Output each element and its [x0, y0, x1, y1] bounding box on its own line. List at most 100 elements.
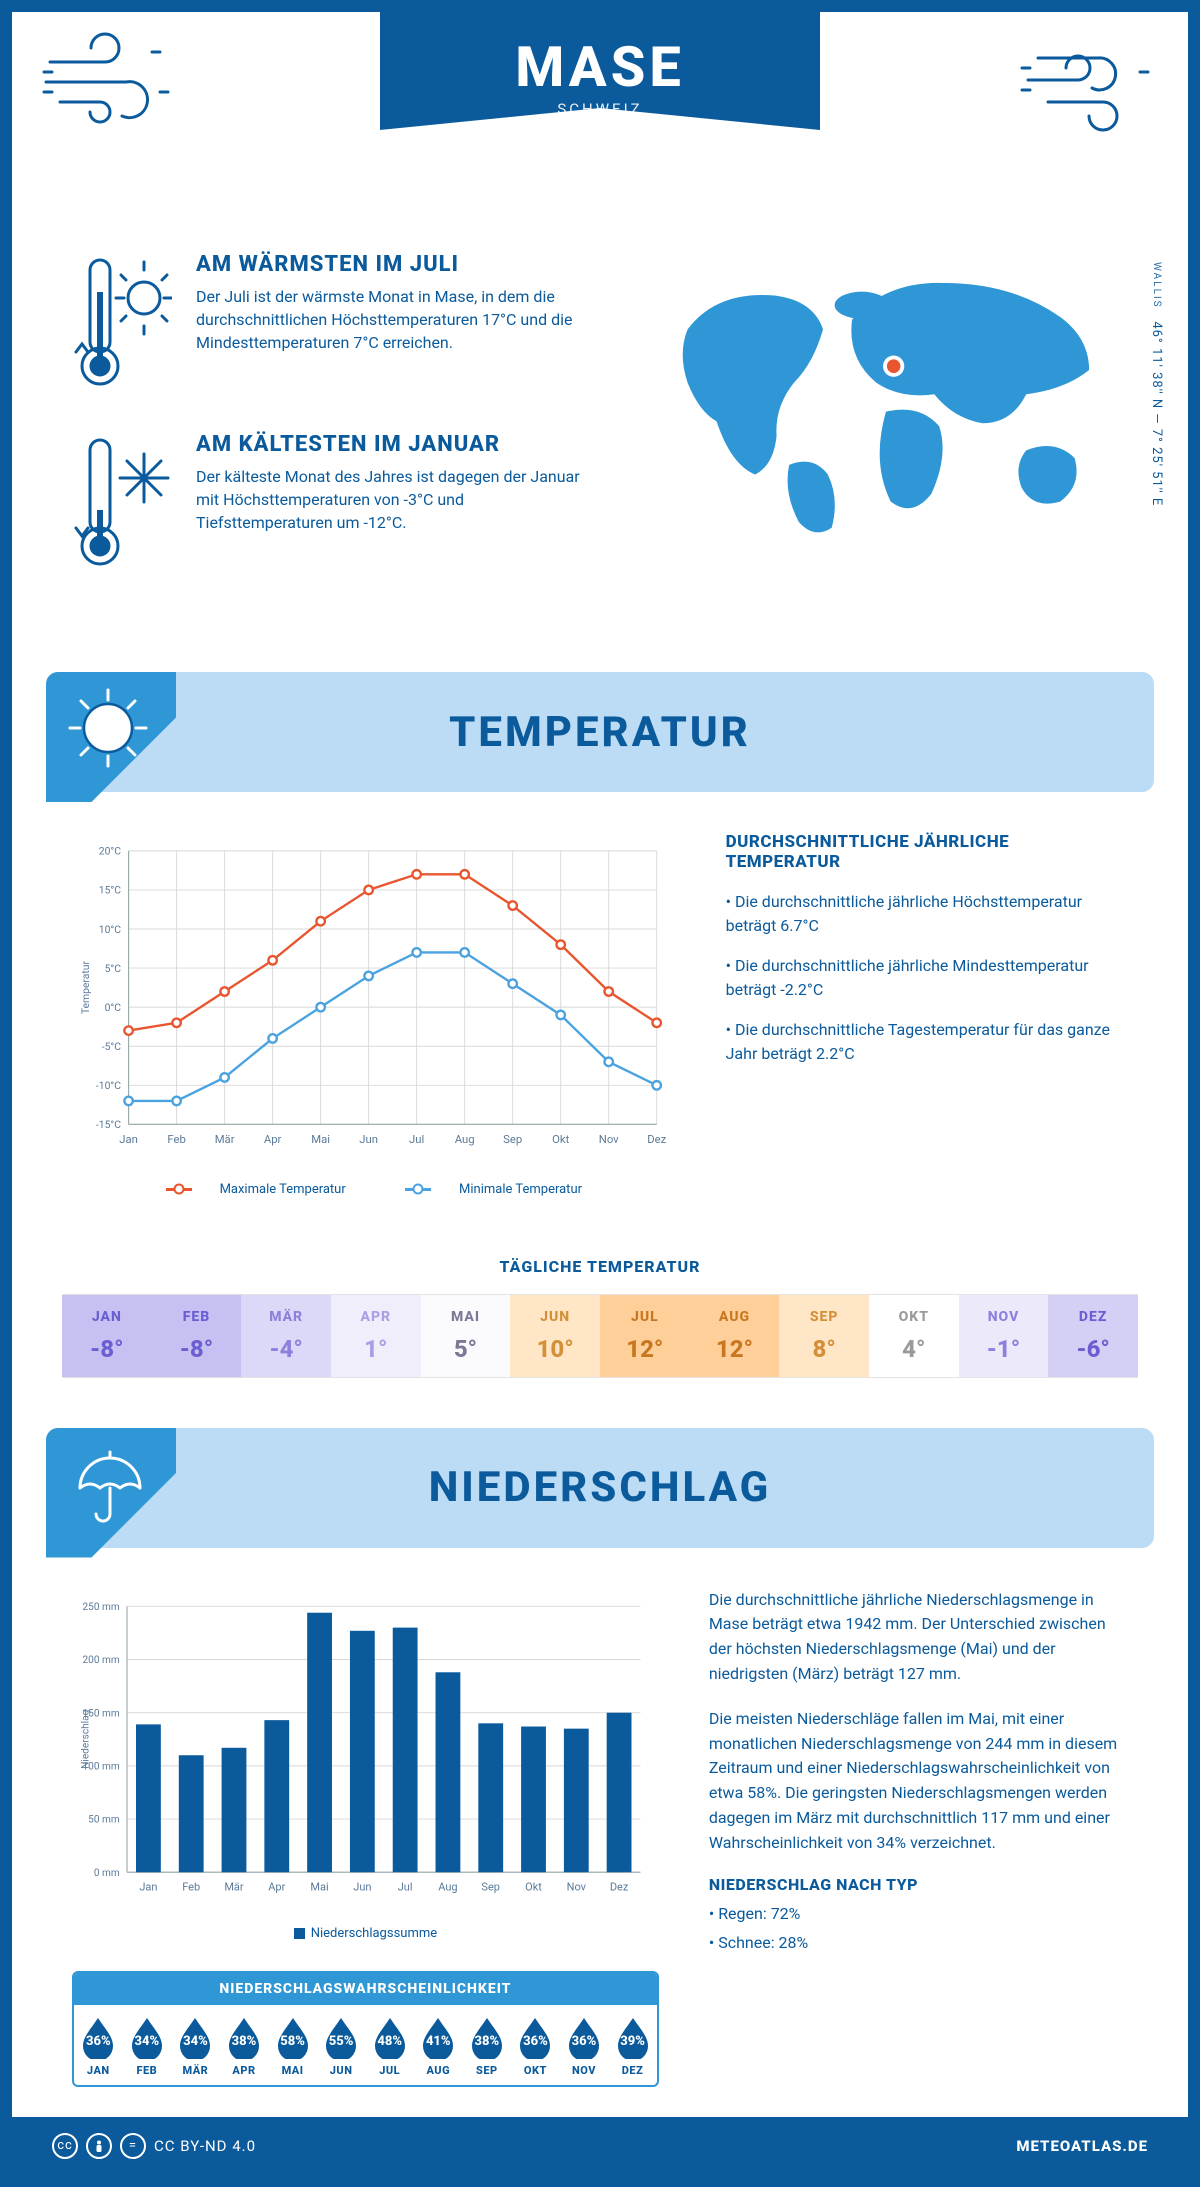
coldest-title: AM KÄLTESTEN IM JANUAR: [196, 432, 604, 457]
precip-prob-cell: 48%JUL: [365, 2005, 414, 2085]
wind-icon: [42, 32, 182, 142]
world-map-icon: [644, 252, 1128, 542]
svg-text:10°C: 10°C: [99, 923, 122, 936]
svg-text:Apr: Apr: [268, 1880, 285, 1893]
precip-prob-cell: 38%APR: [220, 2005, 269, 2085]
page-footer: cc = CC BY-ND 4.0 METEOATLAS.DE: [12, 2117, 1188, 2175]
svg-text:Jan: Jan: [119, 1133, 138, 1146]
wind-icon: [1018, 32, 1158, 142]
svg-text:Sep: Sep: [481, 1880, 500, 1893]
by-icon: [86, 2133, 112, 2159]
svg-text:Dez: Dez: [647, 1133, 666, 1146]
svg-text:Apr: Apr: [264, 1133, 282, 1146]
svg-text:50 mm: 50 mm: [88, 1814, 120, 1825]
svg-text:Mär: Mär: [215, 1133, 235, 1146]
precip-title: NIEDERSCHLAG: [429, 1463, 772, 1512]
location-subtitle: SCHWEIZ: [380, 100, 820, 148]
svg-text:-15°C: -15°C: [96, 1118, 121, 1131]
svg-text:Okt: Okt: [552, 1133, 569, 1146]
coordinates: WALLIS 46° 11' 38'' N — 7° 25' 51'' E: [1149, 262, 1164, 506]
svg-text:-5°C: -5°C: [102, 1040, 122, 1053]
precip-type-line: • Regen: 72%: [709, 1902, 1128, 1927]
daily-temp-cell: DEZ-6°: [1048, 1295, 1138, 1377]
svg-text:Okt: Okt: [525, 1880, 542, 1893]
umbrella-icon: [66, 1442, 150, 1526]
svg-text:Mär: Mär: [224, 1880, 244, 1893]
precip-prob-cell: 58%MAI: [268, 2005, 317, 2085]
precip-prob-cell: 41%AUG: [414, 2005, 463, 2085]
site-name: METEOATLAS.DE: [1016, 2137, 1148, 2155]
coldest-block: AM KÄLTESTEN IM JANUAR Der kälteste Mona…: [72, 432, 604, 572]
temperature-section-header: TEMPERATUR: [46, 672, 1154, 792]
daily-temp-cell: OKT4°: [869, 1295, 959, 1377]
svg-text:Jun: Jun: [353, 1880, 371, 1893]
license-block: cc = CC BY-ND 4.0: [52, 2133, 256, 2159]
world-map-block: WALLIS 46° 11' 38'' N — 7° 25' 51'' E: [644, 252, 1128, 612]
precip-prob-cell: 38%SEP: [463, 2005, 512, 2085]
daily-temp-cell: JUN10°: [510, 1295, 600, 1377]
svg-text:Mai: Mai: [310, 1880, 328, 1893]
thermometer-hot-icon: [72, 252, 172, 392]
svg-text:Nov: Nov: [567, 1880, 587, 1893]
daily-temp-title: TÄGLICHE TEMPERATUR: [12, 1257, 1188, 1276]
temp-bullet: • Die durchschnittliche jährliche Höchst…: [726, 890, 1128, 938]
svg-text:5°C: 5°C: [105, 962, 122, 975]
location-title: MASE: [380, 12, 820, 100]
svg-text:-10°C: -10°C: [96, 1079, 121, 1092]
daily-temp-cell: NOV-1°: [959, 1295, 1049, 1377]
svg-text:Jul: Jul: [409, 1133, 424, 1146]
precip-legend: Niederschlagssumme: [72, 1926, 659, 1941]
temperature-legend: Maximale Temperatur Minimale Temperatur: [72, 1182, 676, 1197]
precip-probability-table: NIEDERSCHLAGSWAHRSCHEINLICHKEIT 36%JAN34…: [72, 1971, 659, 2087]
temperature-summary: DURCHSCHNITTLICHE JÄHRLICHE TEMPERATUR •…: [726, 832, 1128, 1197]
page-header: MASE SCHWEIZ: [12, 12, 1188, 212]
warmest-title: AM WÄRMSTEN IM JULI: [196, 252, 604, 277]
precip-prob-cell: 55%JUN: [317, 2005, 366, 2085]
daily-temp-cell: MAI5°: [421, 1295, 511, 1377]
warmest-block: AM WÄRMSTEN IM JULI Der Juli ist der wär…: [72, 252, 604, 392]
sun-icon: [66, 686, 150, 770]
precip-prob-cell: 34%FEB: [123, 2005, 172, 2085]
svg-text:Dez: Dez: [610, 1880, 629, 1893]
daily-temp-cell: JUL12°: [600, 1295, 690, 1377]
license-text: CC BY-ND 4.0: [154, 2137, 256, 2155]
svg-text:200 mm: 200 mm: [83, 1655, 120, 1666]
temp-bullet: • Die durchschnittliche Tagestemperatur …: [726, 1018, 1128, 1066]
coldest-text: Der kälteste Monat des Jahres ist dagege…: [196, 465, 604, 535]
temp-bullet: • Die durchschnittliche jährliche Mindes…: [726, 954, 1128, 1002]
daily-temp-table: JAN-8°FEB-8°MÄR-4°APR1°MAI5°JUN10°JUL12°…: [62, 1294, 1138, 1378]
daily-temp-cell: FEB-8°: [152, 1295, 242, 1377]
daily-temp-cell: AUG12°: [690, 1295, 780, 1377]
temperature-title: TEMPERATUR: [449, 708, 751, 757]
svg-text:Jun: Jun: [359, 1133, 378, 1146]
precip-type-line: • Schnee: 28%: [709, 1931, 1128, 1956]
svg-text:Jul: Jul: [398, 1880, 413, 1893]
svg-text:Aug: Aug: [438, 1880, 457, 1893]
temperature-line-chart: -15°C-10°C-5°C0°C5°C10°C15°C20°CJanFebMä…: [72, 832, 676, 1197]
svg-text:Niederschlag: Niederschlag: [81, 1709, 92, 1768]
thermometer-cold-icon: [72, 432, 172, 572]
precip-section-header: NIEDERSCHLAG: [46, 1428, 1154, 1548]
daily-temp-cell: JAN-8°: [62, 1295, 152, 1377]
svg-text:Feb: Feb: [167, 1133, 185, 1146]
svg-text:15°C: 15°C: [99, 884, 122, 897]
svg-text:0 mm: 0 mm: [94, 1867, 120, 1878]
cc-icon: cc: [52, 2133, 78, 2159]
daily-temp-cell: MÄR-4°: [241, 1295, 331, 1377]
precip-prob-cell: 36%NOV: [560, 2005, 609, 2085]
svg-text:250 mm: 250 mm: [83, 1602, 120, 1613]
title-ribbon: MASE SCHWEIZ: [380, 12, 820, 148]
precip-prob-cell: 39%DEZ: [608, 2005, 657, 2085]
svg-text:Sep: Sep: [503, 1133, 522, 1146]
intro-section: AM WÄRMSTEN IM JULI Der Juli ist der wär…: [12, 212, 1188, 662]
svg-text:Aug: Aug: [455, 1133, 475, 1146]
svg-text:Mai: Mai: [311, 1133, 330, 1146]
svg-text:Jan: Jan: [139, 1880, 157, 1893]
warmest-text: Der Juli ist der wärmste Monat in Mase, …: [196, 285, 604, 355]
svg-text:Temperatur: Temperatur: [79, 961, 92, 1015]
precip-bar-chart: 0 mm50 mm100 mm150 mm200 mm250 mmNieders…: [72, 1588, 659, 1941]
svg-text:20°C: 20°C: [99, 845, 122, 858]
precip-prob-cell: 36%JAN: [74, 2005, 123, 2085]
precip-prob-cell: 34%MÄR: [171, 2005, 220, 2085]
precip-summary: Die durchschnittliche jährliche Niedersc…: [709, 1588, 1128, 2087]
